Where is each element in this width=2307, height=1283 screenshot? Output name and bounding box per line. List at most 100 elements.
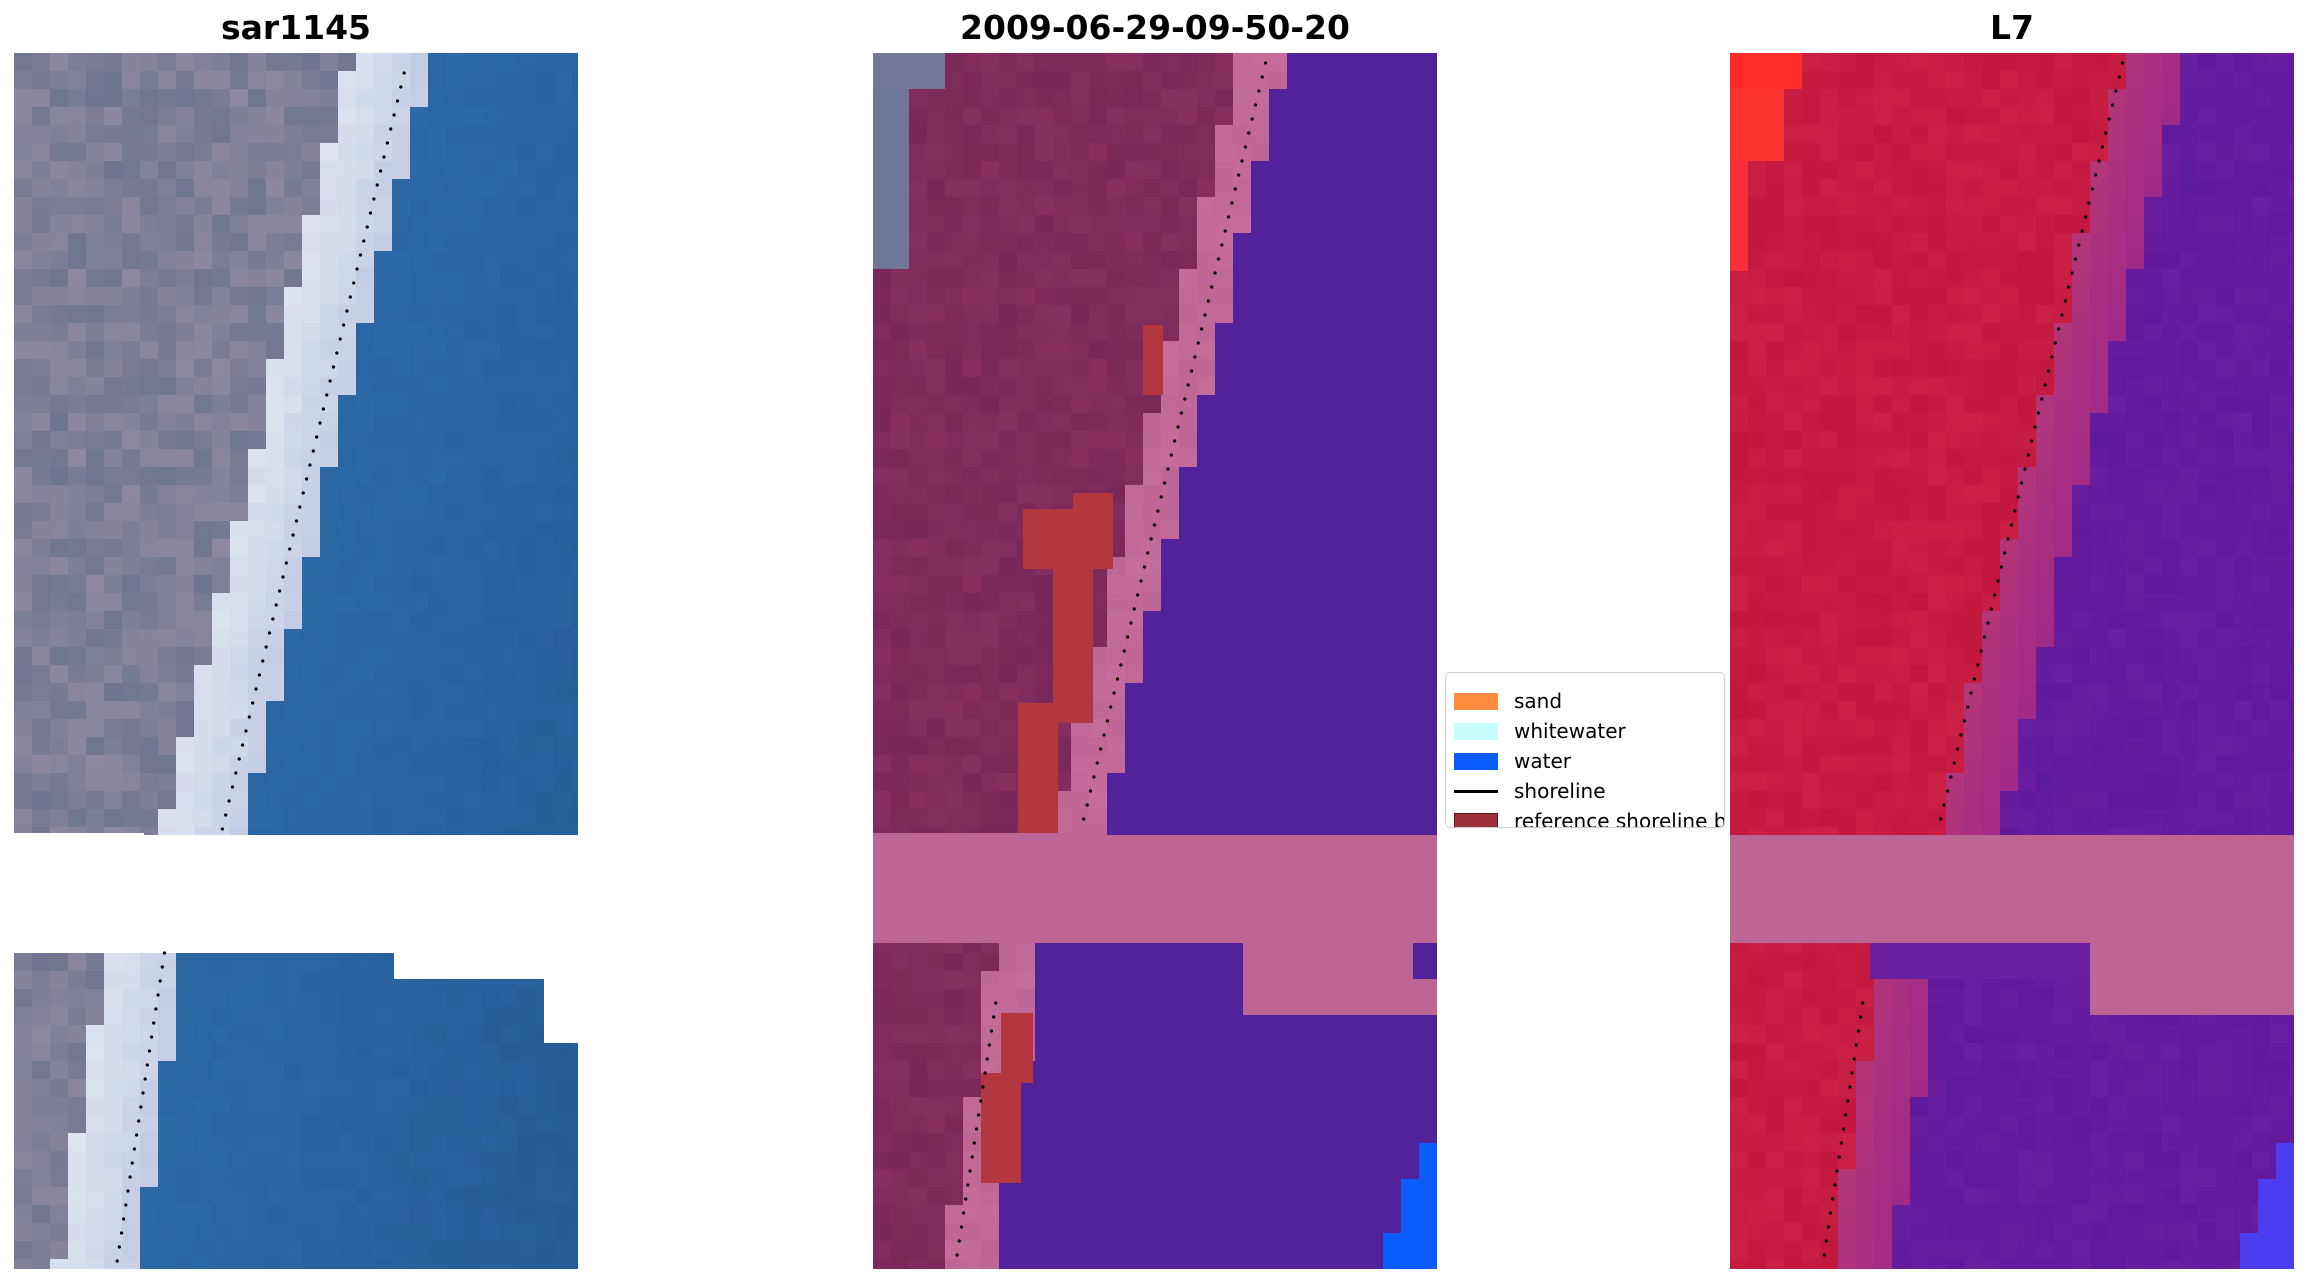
shoreline-dot [1189,369,1194,373]
shoreline-dot [1850,1071,1854,1075]
shoreline-dot [149,1035,154,1039]
shoreline-dot [281,575,285,579]
shoreline-dot [1213,271,1217,275]
shoreline-dot [2114,89,2118,93]
shoreline-dot [372,197,376,201]
reference-buffer [1018,703,1058,833]
shoreline-dot [251,701,255,705]
shoreline-dot [1176,425,1180,429]
shoreline-dot [2087,201,2091,205]
shoreline-dot [130,1161,134,1165]
shoreline-dot [1848,1085,1852,1089]
shoreline-dot [318,421,322,425]
shoreline-dot [240,743,245,747]
shoreline-dot [315,435,319,439]
shoreline-dot [2033,425,2037,429]
shoreline-dot [1139,579,1143,583]
shoreline-dot [160,965,164,969]
shoreline-dot [992,1015,996,1019]
shoreline-dot [1156,509,1160,513]
shoreline-dot [1105,719,1109,723]
shoreline-dot [1250,117,1254,121]
shoreline-dot [2030,439,2034,443]
buffer-band-step [2090,979,2294,1015]
shoreline-dot [1959,733,1963,737]
shoreline-dot [132,1147,137,1151]
shoreline-dot [989,1029,994,1033]
shoreline-dot [1979,649,1983,653]
shoreline-dot [959,1225,964,1229]
shoreline-dot [261,659,265,663]
shoreline-dot [2100,145,2104,149]
nodata-mask-step [14,833,144,853]
shoreline-dot [1230,201,1234,205]
shoreline-dot [2063,299,2067,303]
buffer-band [1730,835,2294,943]
shoreline-dot [2107,117,2111,121]
bright-corner [1730,53,1802,89]
shoreline-dot [981,1085,985,1089]
shoreline-dot [311,449,315,453]
panel-3-title: L7 [1990,8,2034,47]
shoreline-dot [1082,817,1086,821]
shoreline-dot [968,1169,972,1173]
shoreline-dot [1142,565,1146,569]
shoreline-dot [1945,789,1950,793]
shoreline-dot [1159,495,1163,499]
panel-2-title: 2009-06-29-09-50-20 [960,8,1350,47]
bright-corner [1730,161,1748,271]
shoreline-dot [2006,537,2010,541]
legend-label-reference-shoreline: reference shoreline b [1514,809,1725,828]
panel-1-rgb-image [14,53,578,1269]
shoreline-dot [1206,299,1210,303]
legend-label-shoreline: shoreline [1514,779,1606,803]
shoreline-dot [970,1155,974,1159]
shoreline-dot [1949,775,1953,779]
shoreline-dot [985,1057,989,1061]
shoreline-dot [1220,243,1224,247]
shoreline-dot [1969,691,1973,695]
panel-3-index-image [1730,53,2294,1269]
shoreline-dot [1835,1169,1839,1173]
shoreline-dot [1115,677,1120,681]
shoreline-dot [294,519,299,523]
shoreline-dot [1942,803,1946,807]
shoreline-dot [1102,733,1106,737]
shoreline-dot [2110,103,2115,107]
shoreline-dot [1826,1225,1831,1229]
shoreline-dot [162,951,167,955]
shoreline-dot [2040,397,2044,401]
shoreline-dot [1169,453,1173,457]
shoreline-dot [1186,383,1190,387]
shoreline-dot [2077,243,2081,247]
shoreline-dot [1839,1141,1843,1145]
shoreline-dot [957,1239,961,1243]
shoreline-dot [1996,579,2000,583]
shoreline-dot [389,127,393,131]
shoreline-dot [375,183,379,187]
shoreline-dot [325,393,329,397]
shoreline-dot [2090,187,2094,191]
legend-item-water: water [1454,747,1571,775]
shoreline-dot [247,715,251,719]
shoreline-dot [1233,187,1237,191]
shoreline-dot [284,561,288,565]
shoreline-dot [1132,607,1136,611]
shoreline-dot [2043,383,2047,387]
shoreline-dot [1095,761,1099,765]
shoreline-dot [1999,565,2003,569]
shoreline-dot [1173,439,1177,443]
shoreline-dot [1822,1253,1826,1257]
panel-2-classification-image [873,53,1437,1269]
shoreline-dot [274,603,278,607]
shoreline-dot [1856,1029,1861,1033]
shoreline-dot [134,1133,139,1137]
shoreline-dot [128,1175,132,1179]
shoreline-dot [1210,285,1214,289]
shoreline-dot [1243,145,1247,149]
shoreline-dot [1162,481,1167,485]
shoreline-dot [2016,495,2020,499]
water-class [1383,1233,1437,1269]
shoreline-dot [288,547,292,551]
shoreline-dot [298,505,302,509]
